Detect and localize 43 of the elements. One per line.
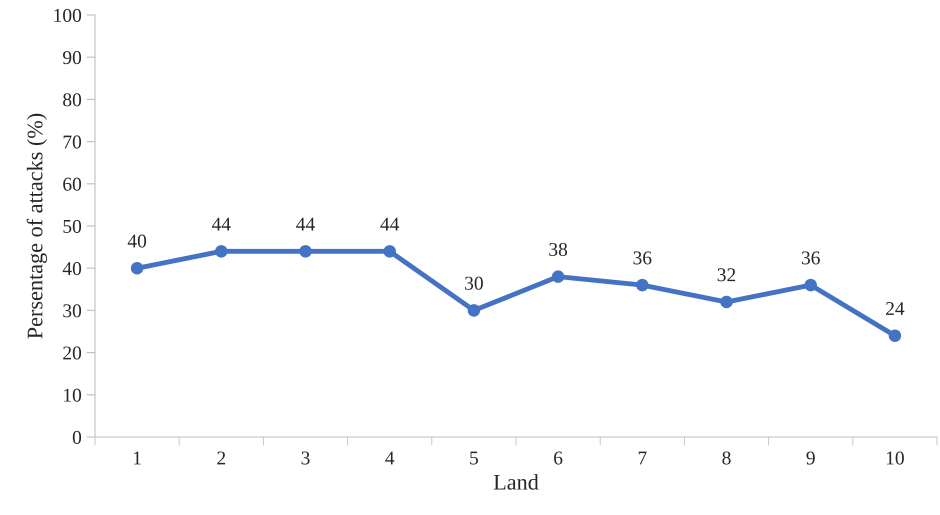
data-label: 32 bbox=[718, 268, 736, 282]
y-tick-label: 30 bbox=[63, 304, 82, 318]
x-tick-label: 9 bbox=[806, 452, 815, 465]
data-label: 44 bbox=[380, 218, 400, 231]
y-tick-label: 60 bbox=[63, 178, 82, 191]
x-tick-label: 5 bbox=[470, 452, 478, 465]
y-tick-label: 0 bbox=[72, 430, 82, 444]
y-tick-label: 40 bbox=[62, 262, 82, 276]
data-label: 40 bbox=[128, 234, 146, 248]
data-label: 44 bbox=[296, 218, 315, 231]
point bbox=[215, 245, 228, 258]
y-axis-title: Persentage of attacks (%) bbox=[26, 114, 48, 339]
x-axis-title: Land bbox=[494, 474, 539, 490]
point bbox=[468, 304, 480, 317]
x-tick-label: 6 bbox=[554, 452, 562, 465]
point bbox=[888, 329, 902, 342]
x-tick-label: 4 bbox=[385, 452, 394, 464]
point bbox=[804, 278, 817, 292]
y-tick-label: 90 bbox=[62, 51, 82, 64]
y-tick-label: 80 bbox=[63, 93, 82, 106]
x-tick-label: 2 bbox=[217, 452, 226, 464]
data-label: 36 bbox=[802, 251, 820, 264]
x-tick-label: 8 bbox=[722, 451, 731, 465]
x-tick-label: 7 bbox=[638, 452, 647, 464]
data-label: 24 bbox=[886, 302, 904, 315]
point bbox=[720, 296, 733, 308]
data-label: 30 bbox=[465, 276, 483, 290]
data-label: 38 bbox=[549, 242, 568, 256]
y-tick-label: 100 bbox=[54, 8, 82, 22]
point bbox=[383, 245, 396, 258]
point bbox=[552, 270, 564, 283]
point bbox=[130, 262, 144, 274]
point bbox=[299, 245, 312, 258]
x-tick-label: 3 bbox=[302, 452, 310, 465]
x-tick-label: 1 bbox=[134, 452, 141, 464]
data-label: 36 bbox=[634, 251, 652, 264]
point bbox=[636, 278, 649, 292]
y-tick-label: 50 bbox=[63, 220, 82, 233]
y-tick-label: 10 bbox=[64, 388, 82, 402]
y-tick-label: 70 bbox=[64, 135, 82, 149]
data-label: 44 bbox=[212, 218, 231, 231]
x-tick-label: 10 bbox=[886, 451, 904, 465]
y-tick-label: 20 bbox=[63, 346, 82, 360]
